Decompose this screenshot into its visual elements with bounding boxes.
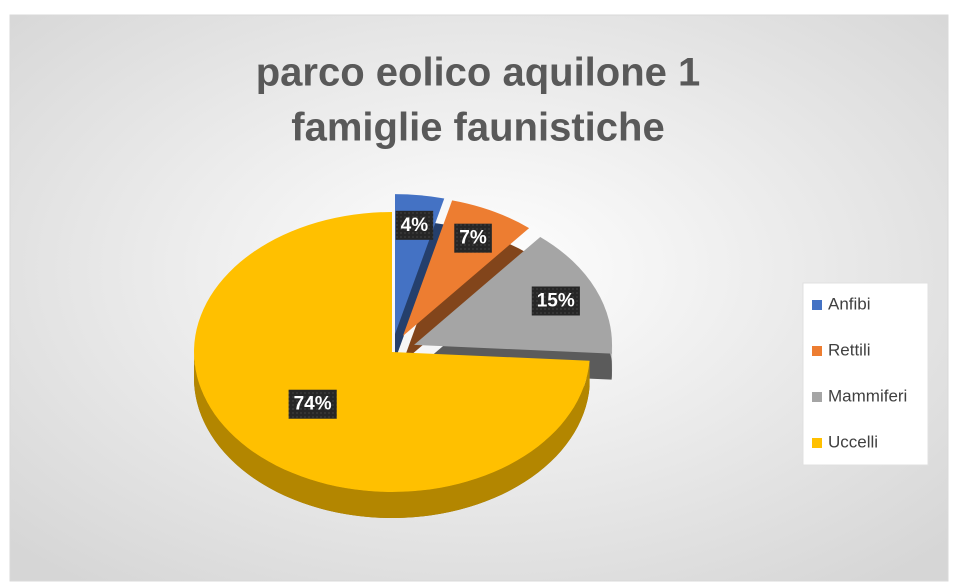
legend-label: Anfibi bbox=[828, 294, 871, 313]
data-label: 15% bbox=[531, 286, 580, 316]
data-label: 7% bbox=[454, 223, 492, 253]
legend-label: Mammiferi bbox=[828, 386, 907, 405]
data-label-text: 7% bbox=[459, 228, 487, 249]
legend-box bbox=[802, 282, 929, 466]
legend-swatch bbox=[812, 438, 822, 448]
data-label-box bbox=[288, 389, 337, 419]
legend-label: Uccelli bbox=[828, 432, 878, 451]
data-label-box bbox=[531, 286, 580, 316]
chart-title: parco eolico aquilone 1 bbox=[256, 51, 701, 95]
slice bbox=[194, 212, 590, 492]
legend-swatch bbox=[812, 392, 822, 402]
legend-label: Rettili bbox=[828, 340, 871, 359]
slice bbox=[402, 200, 530, 336]
data-label: 4% bbox=[395, 210, 434, 240]
legend-swatch bbox=[812, 346, 822, 356]
data-label-text: 74% bbox=[294, 394, 332, 415]
data-label-text: 4% bbox=[401, 215, 429, 236]
chart-title: famiglie faunistiche bbox=[291, 106, 664, 150]
slice bbox=[414, 236, 613, 354]
data-label: 74% bbox=[288, 389, 337, 419]
data-label-box bbox=[395, 210, 434, 240]
data-label-box bbox=[454, 223, 492, 253]
data-label-text: 15% bbox=[537, 290, 575, 311]
slice-side bbox=[194, 352, 590, 519]
legend-swatch bbox=[812, 300, 822, 310]
